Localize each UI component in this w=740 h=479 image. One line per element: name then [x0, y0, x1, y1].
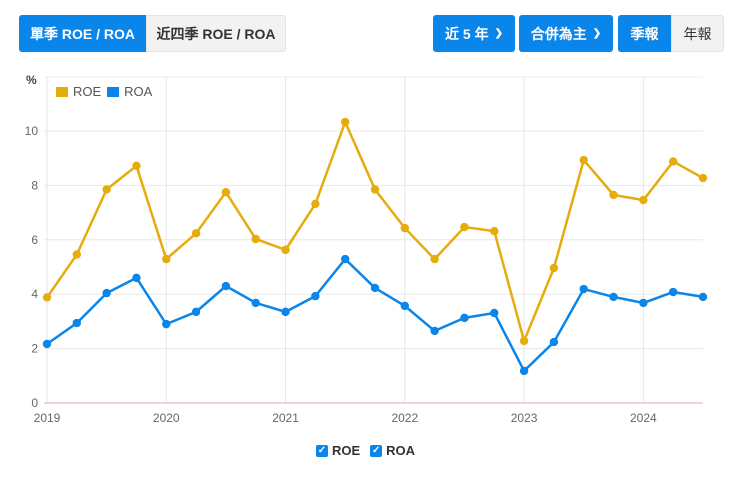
tab-rolling-four-quarters[interactable]: 近四季 ROE / ROA [146, 15, 286, 52]
legend-roa: ROA [124, 84, 153, 99]
annual-toggle[interactable]: 年報 [671, 15, 724, 52]
toggle-roa-label: ROA [386, 443, 416, 458]
roe-swatch [56, 86, 68, 97]
svg-text:4: 4 [31, 287, 38, 301]
checkbox-checked-icon[interactable]: ✓ [370, 444, 383, 457]
series-toggles: ✓ ROE ✓ ROA [316, 443, 425, 458]
svg-text:2022: 2022 [391, 411, 418, 425]
svg-text:2: 2 [31, 342, 38, 356]
toggle-roe[interactable]: ✓ ROE [316, 443, 360, 458]
basis-label: 合併為主 [530, 25, 587, 42]
svg-text:8: 8 [31, 178, 38, 192]
legend: ROE ROA [56, 84, 152, 99]
quarterly-toggle[interactable]: 季報 [618, 15, 671, 52]
toggle-roe-label: ROE [332, 443, 361, 458]
chevron-down-icon: ❯ [592, 28, 602, 39]
svg-text:10: 10 [25, 124, 39, 138]
toggle-roa[interactable]: ✓ ROA [370, 443, 415, 458]
checkbox-checked-icon[interactable]: ✓ [316, 444, 328, 457]
basis-dropdown[interactable]: 合併為主 ❯ [519, 15, 613, 52]
tab-single-quarter[interactable]: 單季 ROE / ROA [19, 15, 146, 52]
svg-text:6: 6 [31, 233, 38, 247]
range-dropdown[interactable]: 近 5 年 ❯ [433, 15, 515, 52]
svg-text:2020: 2020 [153, 411, 180, 425]
y-unit-label: % [26, 73, 37, 87]
svg-text:2021: 2021 [272, 411, 299, 425]
svg-text:2024: 2024 [630, 411, 657, 425]
range-label: 近 5 年 [445, 25, 489, 42]
svg-text:2023: 2023 [511, 411, 538, 425]
svg-text:2019: 2019 [34, 411, 61, 425]
svg-text:0: 0 [31, 396, 38, 410]
roa-swatch [107, 86, 120, 97]
chevron-down-icon: ❯ [494, 28, 503, 39]
legend-roe: ROE [73, 84, 102, 99]
